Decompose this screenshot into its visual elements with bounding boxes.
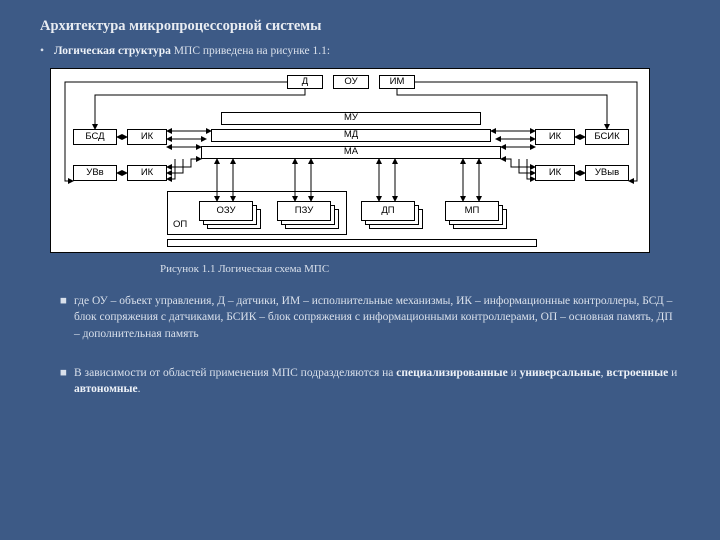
diagram-node: БСД (73, 129, 117, 145)
legend-bullet: ■ где ОУ – объект управления, Д – датчик… (60, 293, 680, 343)
op-label: ОП (173, 219, 187, 230)
diagram-node (167, 239, 537, 247)
diagram-panel: Д ОУ ИМ БСД ИК МУ МД МА ИК БСИК УВв ИК ИК УВыв ОП ОЗУ ПЗ… (50, 68, 650, 253)
page-title: Архитектура микропроцессорной системы (40, 18, 680, 35)
bullet-square-icon: ■ (60, 293, 74, 310)
diagram-node: ИК (127, 165, 167, 181)
note-text: В зависимости от областей применения МПС… (74, 365, 680, 398)
intro-bold: Логическая структура (54, 45, 171, 57)
figure-caption: Рисунок 1.1 Логическая схема МПС (160, 263, 680, 275)
mem-block: МП (445, 201, 507, 229)
diagram-node: МД (211, 129, 491, 142)
diagram-node: ИК (535, 129, 575, 145)
diagram-node: ИМ (379, 75, 415, 89)
diagram-node: МА (201, 146, 501, 159)
diagram-node: БСИК (585, 129, 629, 145)
note-bullet: ■ В зависимости от областей применения М… (60, 365, 680, 398)
intro-rest: МПС приведена на рисунке 1.1: (171, 45, 330, 57)
mem-block: ПЗУ (277, 201, 339, 229)
bullet-dot-icon: • (40, 43, 54, 60)
diagram-node: МУ (221, 112, 481, 125)
diagram-node: ОУ (333, 75, 369, 89)
bullet-square-icon: ■ (60, 365, 74, 382)
diagram-node: ИК (535, 165, 575, 181)
diagram-node: ИК (127, 129, 167, 145)
mem-block: ДП (361, 201, 423, 229)
legend-text: где ОУ – объект управления, Д – датчики,… (74, 293, 680, 343)
diagram-node: Д (287, 75, 323, 89)
diagram-node: УВыв (585, 165, 629, 181)
mem-block: ОЗУ (199, 201, 261, 229)
intro-bullet: • Логическая структура МПС приведена на … (40, 43, 680, 60)
diagram-wires (51, 69, 649, 252)
diagram-node: УВв (73, 165, 117, 181)
